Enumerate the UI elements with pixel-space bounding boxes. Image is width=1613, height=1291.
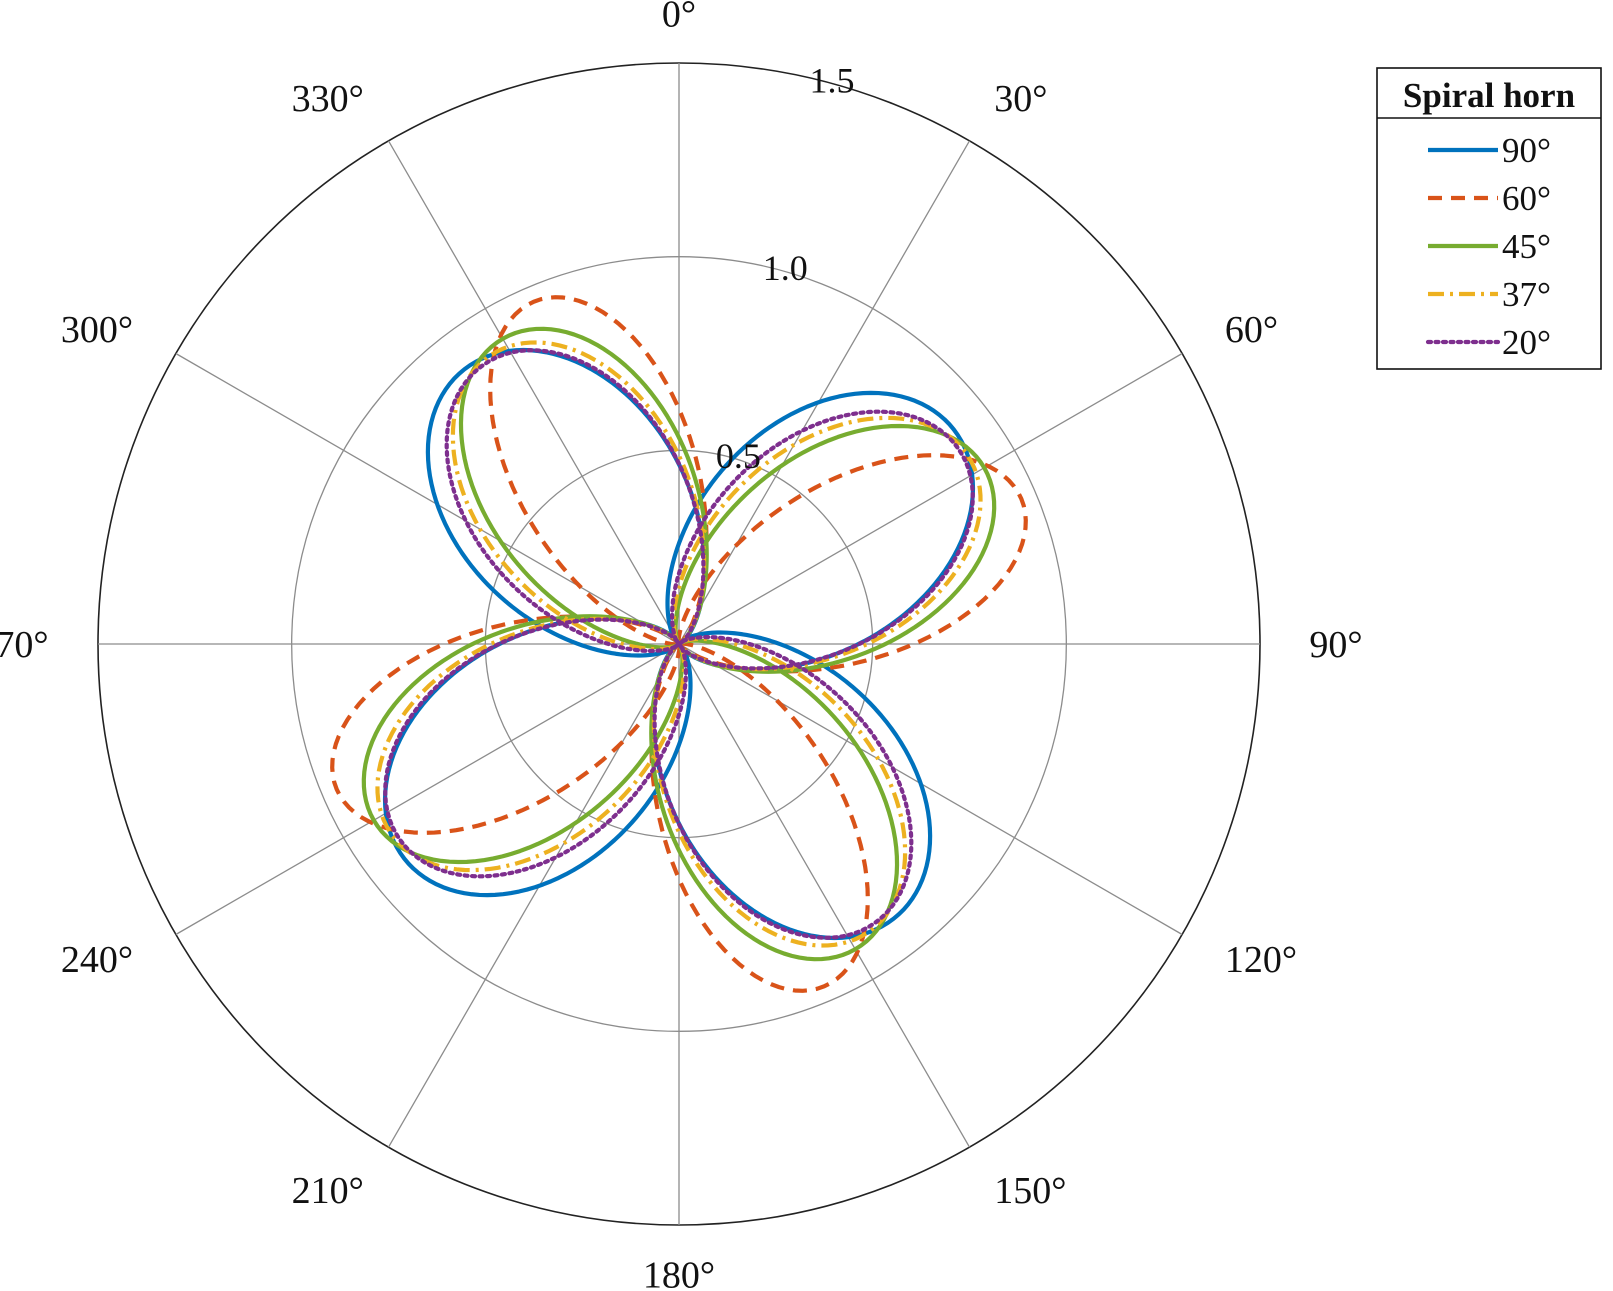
series-20° bbox=[383, 348, 975, 940]
series-45°-lobe-3 bbox=[361, 614, 685, 865]
r-tick-label: 1.5 bbox=[810, 60, 855, 100]
theta-tick-label: 300° bbox=[61, 309, 133, 351]
series-20°-lobe-2 bbox=[652, 634, 914, 940]
series-45°-lobe-2 bbox=[649, 638, 900, 962]
series-layer bbox=[330, 295, 1028, 993]
legend-label-37°: 37° bbox=[1502, 275, 1551, 314]
legend-entries: 90° 60° 45° 37° 20° bbox=[1425, 131, 1551, 362]
legend-title: Spiral horn bbox=[1403, 76, 1575, 115]
legend: Spiral horn 90° 60° 45° 37° 20° bbox=[1376, 67, 1602, 370]
series-45°-lobe-4 bbox=[458, 326, 709, 650]
theta-tick-label: 150° bbox=[994, 1170, 1066, 1212]
series-20°-lobe-3 bbox=[383, 617, 689, 879]
series-37°-lobe-1 bbox=[671, 415, 983, 672]
grid-spoke-210 bbox=[387, 643, 680, 1148]
legend-label-45°: 45° bbox=[1502, 227, 1551, 266]
series-60°-lobe-1 bbox=[676, 453, 1028, 674]
series-20°-lobe-1 bbox=[669, 409, 975, 671]
grid-spoke-300 bbox=[175, 352, 680, 645]
series-37° bbox=[375, 340, 983, 948]
grid-spoke-120 bbox=[678, 643, 1183, 936]
theta-tick-label: 90° bbox=[1309, 624, 1362, 666]
series-37°-lobe-4 bbox=[450, 340, 707, 652]
theta-tick-label: 270° bbox=[0, 624, 49, 666]
theta-tick-label: 0° bbox=[662, 0, 696, 36]
theta-tick-label: 210° bbox=[292, 1170, 364, 1212]
theta-tick-label: 180° bbox=[643, 1254, 715, 1291]
r-tick-label: 0.5 bbox=[716, 436, 761, 476]
series-20°-lobe-4 bbox=[444, 348, 706, 654]
series-60°-lobe-2 bbox=[649, 641, 870, 993]
grid-spoke-330 bbox=[387, 140, 680, 645]
r-tick-label: 1.0 bbox=[763, 248, 808, 288]
series-60° bbox=[330, 295, 1028, 993]
series-37°-lobe-2 bbox=[651, 636, 908, 948]
legend-label-60°: 60° bbox=[1502, 179, 1551, 218]
theta-tick-label: 240° bbox=[61, 939, 133, 981]
legend-label-90°: 90° bbox=[1502, 131, 1551, 170]
theta-tick-label: 330° bbox=[292, 78, 364, 120]
series-37°-lobe-3 bbox=[375, 616, 687, 873]
grid-spoke-150 bbox=[678, 643, 971, 1148]
axis-labels: 0° 30° 60° 90° 120° 150° 180° 210° 240° 270° 300° 3… bbox=[0, 0, 1363, 1291]
grid-spoke-60 bbox=[678, 352, 1183, 645]
theta-tick-label: 60° bbox=[1225, 309, 1278, 351]
theta-tick-label: 30° bbox=[994, 78, 1047, 120]
grid-spoke-240 bbox=[175, 643, 680, 936]
grid-spoke-30 bbox=[678, 140, 971, 645]
series-60°-lobe-4 bbox=[488, 295, 709, 647]
legend-label-20°: 20° bbox=[1502, 323, 1551, 362]
series-60°-lobe-3 bbox=[330, 614, 682, 835]
theta-tick-label: 120° bbox=[1225, 939, 1297, 981]
